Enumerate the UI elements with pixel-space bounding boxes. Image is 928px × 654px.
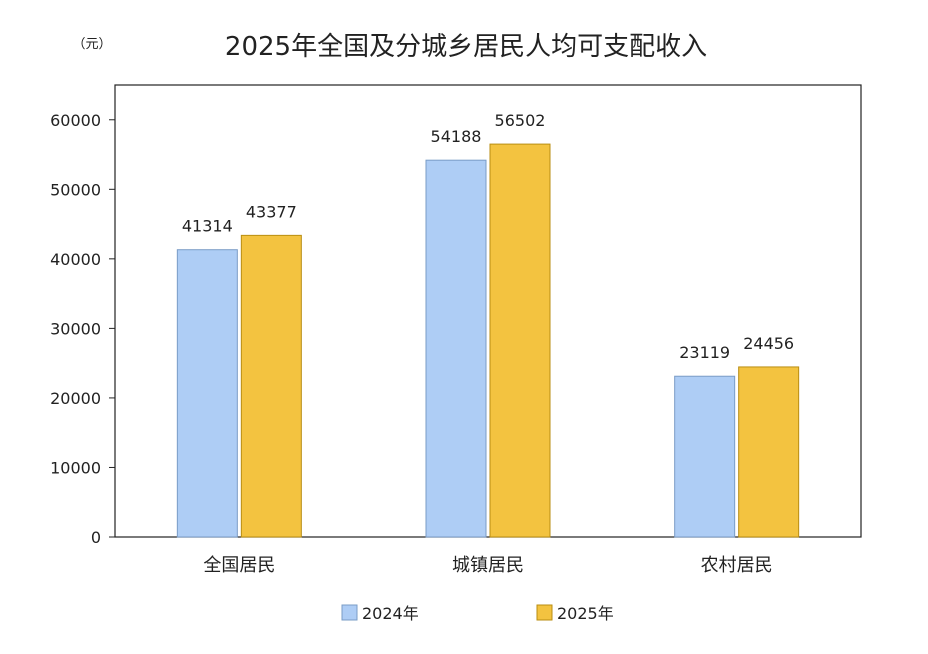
- x-axis: 全国居民 城镇居民 农村居民: [203, 555, 772, 576]
- y-axis: 0 10000 20000 30000 40000 50000 60000: [50, 111, 115, 547]
- legend-swatch: [536, 604, 553, 621]
- y-tick-label: 10000: [50, 458, 101, 477]
- y-tick-label: 20000: [50, 389, 101, 408]
- bar-value-label: 54188: [431, 127, 482, 146]
- bar-2024: [425, 159, 487, 538]
- y-tick-label: 60000: [50, 111, 101, 130]
- category-label: 全国居民: [203, 555, 275, 576]
- y-axis-unit: （元）: [72, 37, 111, 52]
- legend-label: 2025年: [557, 604, 614, 623]
- bars-group: 41314 43377 54188 56502 23119 24456: [176, 111, 800, 538]
- category-label: 农村居民: [701, 555, 773, 576]
- bar-2025: [738, 366, 800, 538]
- plot-area: [114, 84, 862, 538]
- y-tick-label: 0: [91, 528, 101, 547]
- bar-2024: [674, 375, 736, 538]
- legend-label: 2024年: [362, 604, 419, 623]
- bar-2025: [489, 143, 551, 538]
- bar-value-label: 24456: [743, 334, 794, 353]
- legend-swatch: [341, 604, 358, 621]
- y-tick-label: 30000: [50, 319, 101, 338]
- bar-value-label: 41314: [182, 217, 233, 236]
- category-label: 城镇居民: [452, 555, 524, 576]
- chart-title: 2025年全国及分城乡居民人均可支配收入: [225, 32, 707, 62]
- y-tick-label: 50000: [50, 180, 101, 199]
- bar-value-label: 23119: [679, 343, 730, 362]
- legend: 2024年 2025年: [341, 604, 614, 623]
- bar-2024: [176, 249, 238, 538]
- y-tick-label: 40000: [50, 250, 101, 269]
- bar-value-label: 56502: [495, 111, 546, 130]
- bar-value-label: 43377: [246, 202, 297, 221]
- bar-2025: [240, 234, 302, 538]
